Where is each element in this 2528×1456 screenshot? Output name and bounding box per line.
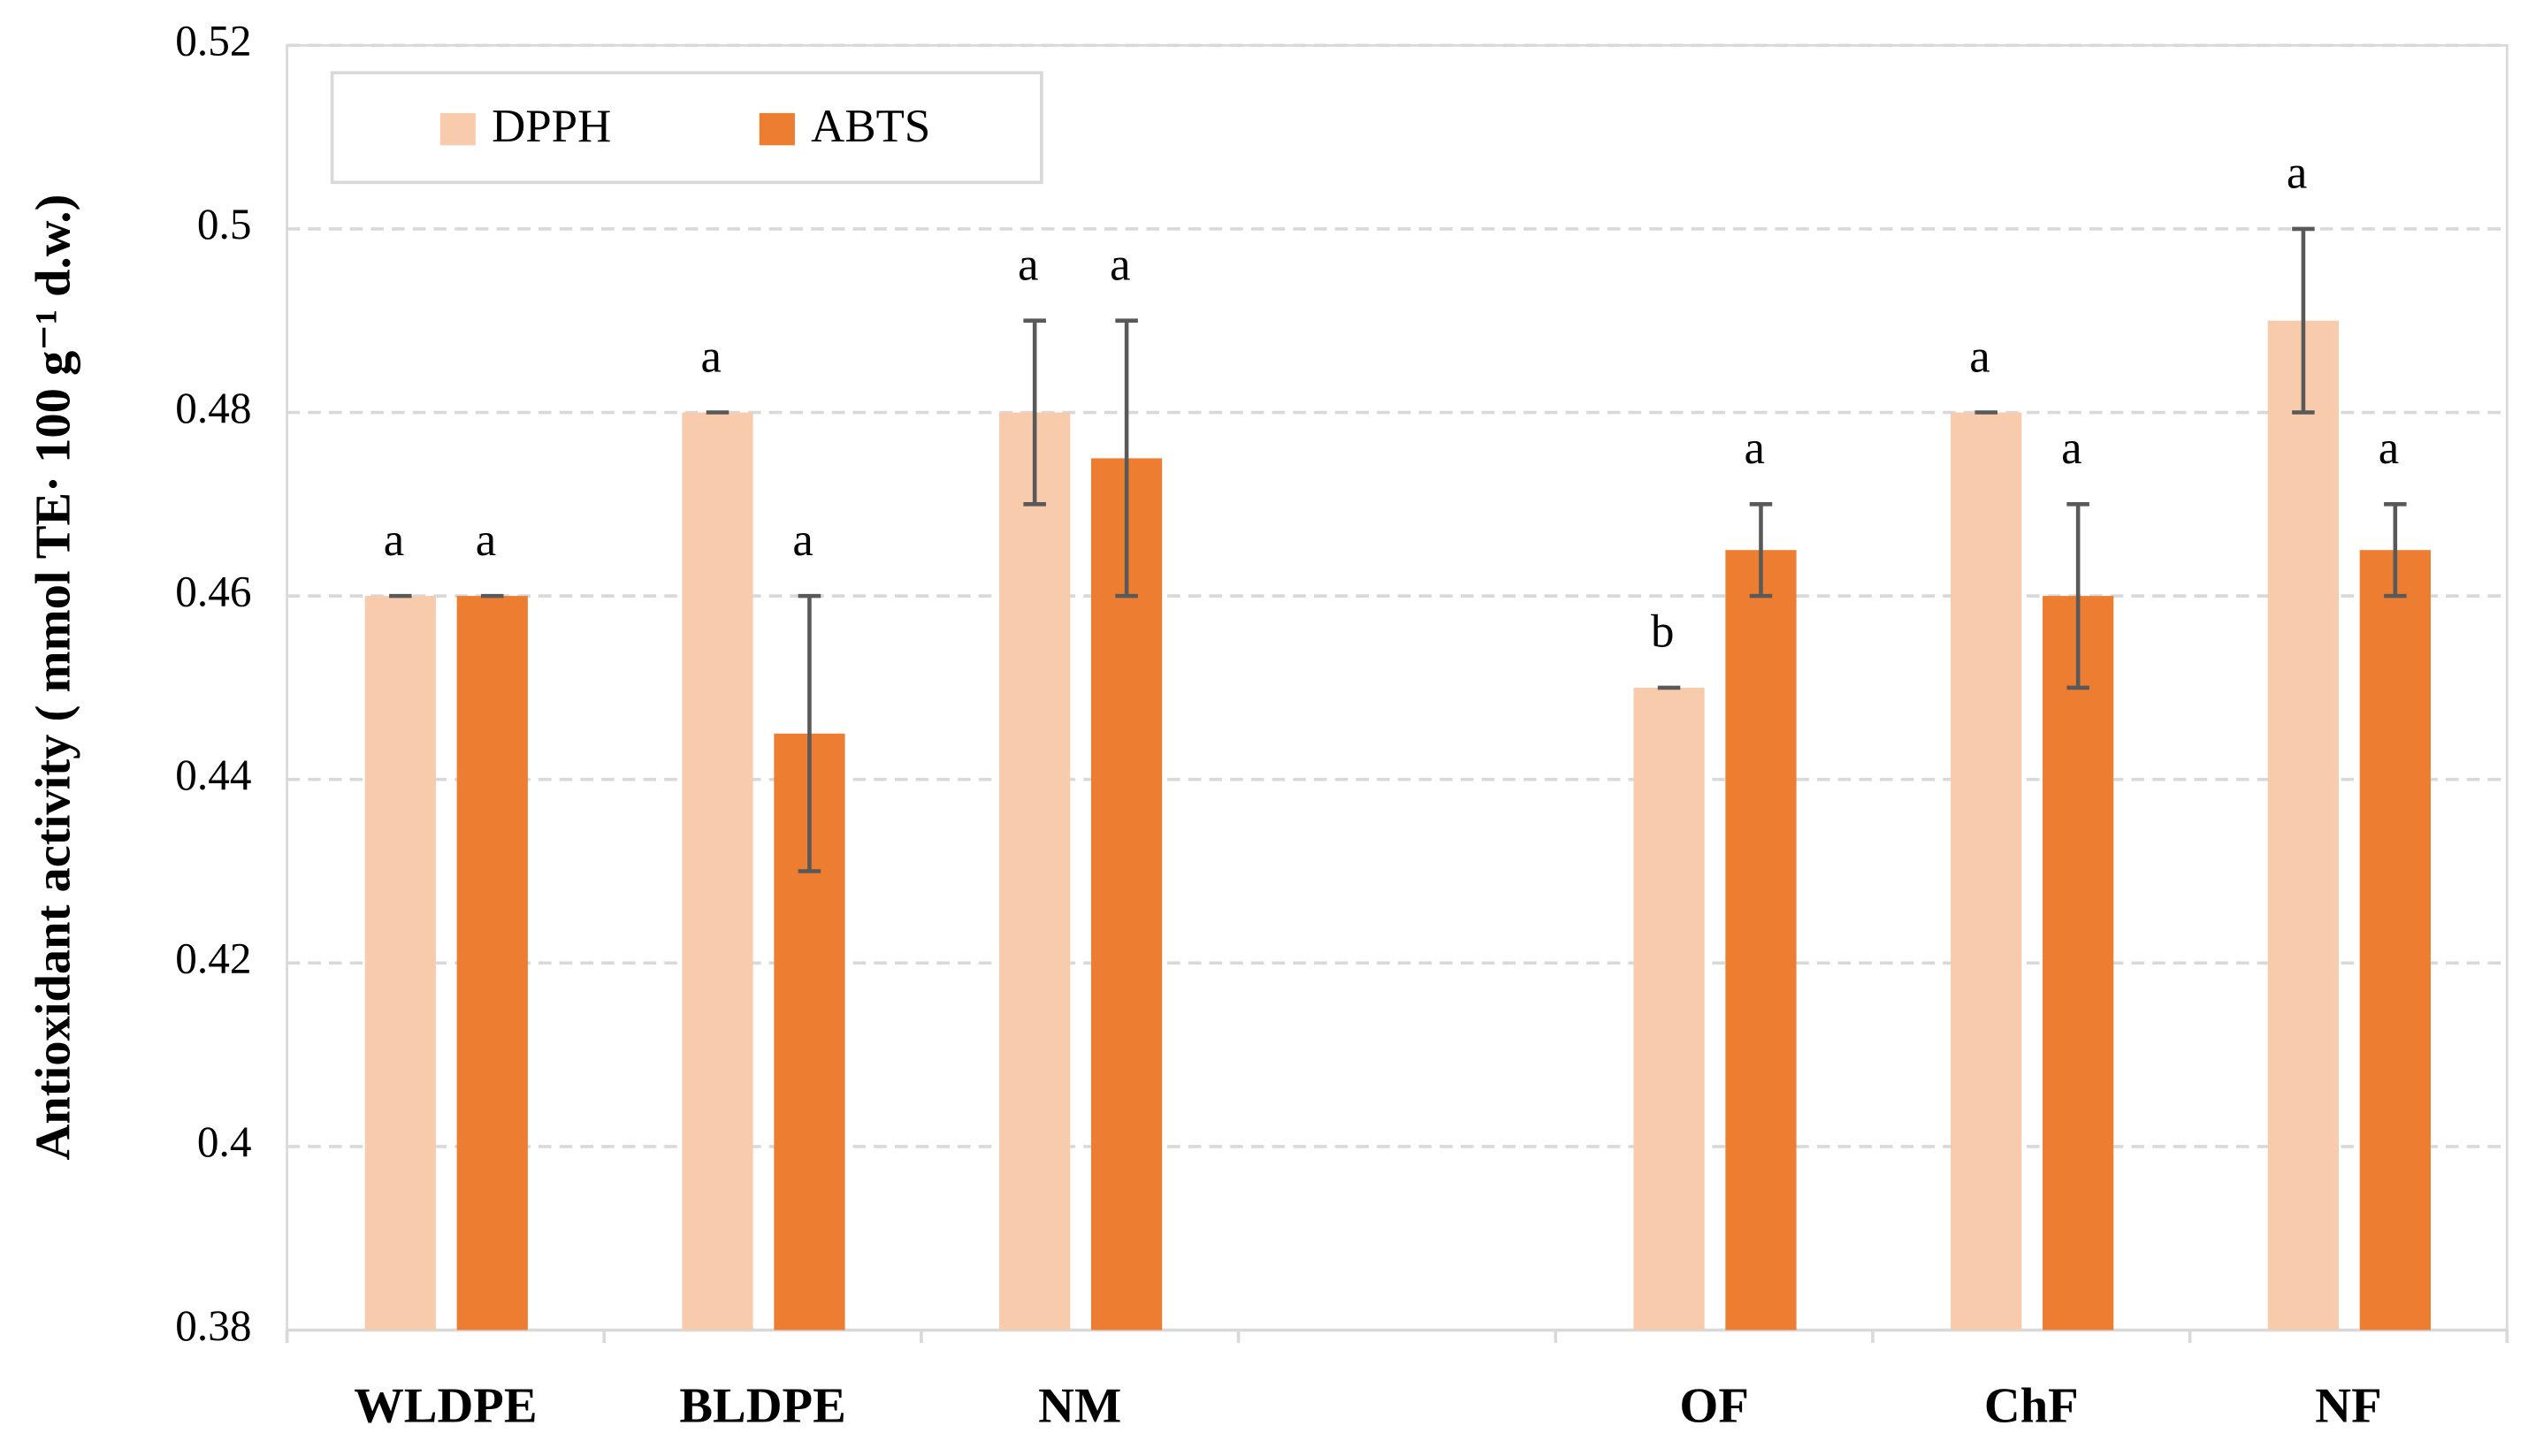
x-tick-label: ChF: [1984, 1379, 2079, 1434]
error-bar: [798, 593, 821, 873]
bar: [1951, 412, 2022, 1330]
significance-label: a: [476, 515, 496, 566]
x-tick-label: NM: [1038, 1379, 1121, 1434]
y-tick-label: 0.46: [175, 567, 251, 615]
significance-label: a: [700, 331, 721, 382]
significance-label: a: [792, 515, 813, 566]
significance-label: a: [1110, 240, 1130, 291]
significance-label: a: [2287, 148, 2307, 199]
y-tick-label: 0.38: [175, 1301, 251, 1350]
y-tick-label: 0.42: [175, 934, 251, 983]
error-bar: [1115, 318, 1138, 598]
x-tick-label: WLDPE: [354, 1379, 537, 1434]
x-tick-label: OF: [1679, 1379, 1748, 1434]
significance-label: a: [1744, 423, 1764, 474]
legend-swatch: [439, 112, 476, 146]
error-bar: [2066, 502, 2089, 690]
bar: [2043, 596, 2114, 1330]
y-tick-label: 0.4: [197, 1117, 252, 1166]
significance-label: b: [1651, 606, 1674, 658]
error-bar: [2292, 226, 2315, 415]
y-tick-label: 0.48: [175, 384, 251, 432]
x-tick-label: NF: [2315, 1379, 2381, 1434]
significance-label: a: [1969, 331, 1990, 382]
bar: [364, 596, 436, 1330]
y-axis-label: Antioxidant activity ( mmol TE· 100 g⁻¹ …: [27, 194, 81, 1161]
error-bar: [1023, 318, 1046, 507]
bar: [682, 412, 753, 1330]
significance-label: a: [2379, 423, 2399, 474]
bar: [1633, 687, 1705, 1330]
bar: [999, 412, 1071, 1330]
plot-frame: [286, 43, 2509, 1331]
y-tick-label: 0.44: [175, 751, 251, 799]
bar: [1091, 458, 1163, 1330]
error-bar: [1749, 502, 1773, 598]
legend-label: ABTS: [811, 101, 930, 152]
legend-label: DPPH: [492, 101, 611, 152]
legend-box: [330, 71, 1043, 185]
error-bar: [2384, 502, 2407, 598]
y-tick-label: 0.5: [197, 200, 252, 248]
bar: [1725, 550, 1797, 1330]
significance-label: a: [1018, 240, 1038, 291]
significance-label: a: [2061, 423, 2081, 474]
bar: [2359, 550, 2431, 1330]
legend-swatch: [759, 112, 795, 146]
bar: [456, 596, 528, 1330]
x-tick-label: BLDPE: [679, 1379, 845, 1434]
y-tick-label: 0.52: [175, 17, 251, 65]
significance-label: a: [384, 515, 404, 566]
bar: [2267, 320, 2340, 1330]
